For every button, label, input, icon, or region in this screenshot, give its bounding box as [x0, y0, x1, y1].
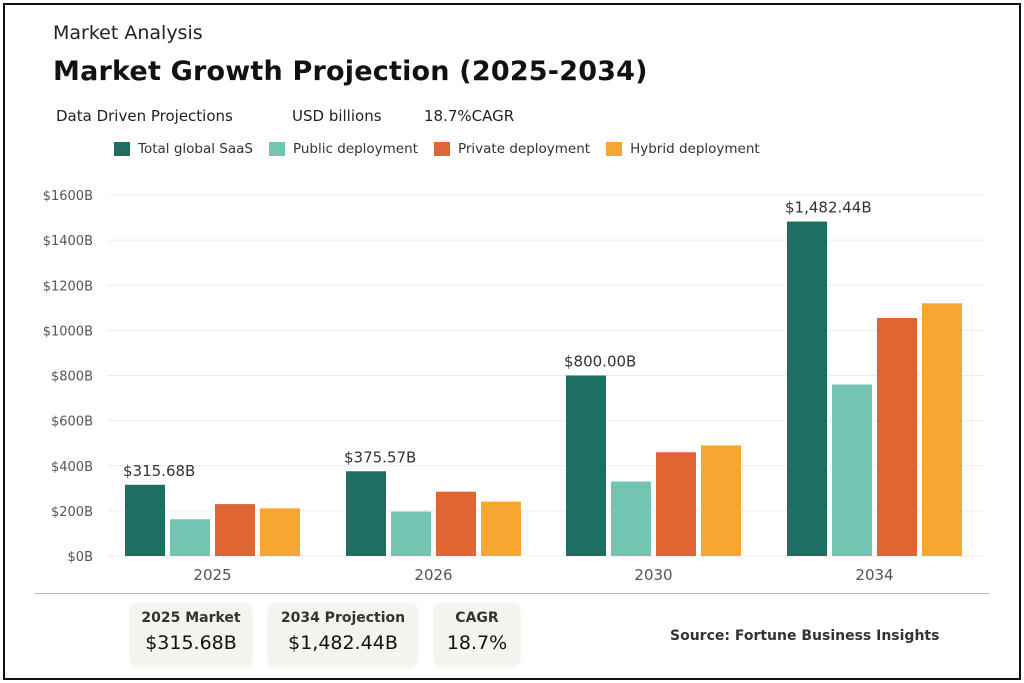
- source-text: Source: Fortune Business Insights: [670, 628, 940, 644]
- y-tick-label: $1400B: [43, 234, 93, 249]
- bar: [481, 501, 521, 556]
- card-value-2025-market: $315.68B: [145, 632, 237, 654]
- legend: Total global SaaS Public deployment Priv…: [114, 141, 760, 157]
- y-tick-label: $1600B: [43, 189, 93, 204]
- legend-swatch-public: [268, 142, 285, 156]
- meta-cagr: 18.7%CAGR: [424, 107, 515, 125]
- legend-label-public: Public deployment: [292, 141, 418, 157]
- data-label: $800.00B: [564, 353, 636, 371]
- legend-swatch-private: [433, 142, 450, 156]
- bar: [391, 511, 431, 556]
- bar-chart: $0B $200B $400B $600B $800B $1000B $1200B $1400…: [43, 189, 985, 584]
- eyebrow-text: Market Analysis: [53, 22, 203, 44]
- x-tick-label: 2025: [193, 566, 231, 584]
- y-tick-label: $1200B: [43, 279, 93, 294]
- bar: [787, 221, 827, 556]
- chart-frame: [3, 3, 1021, 680]
- y-tick-label: $800B: [51, 370, 93, 385]
- data-label: $315.68B: [123, 462, 195, 480]
- legend-item-public: Public deployment: [268, 141, 418, 157]
- data-label: $375.57B: [344, 448, 416, 466]
- x-tick-label: 2026: [414, 566, 452, 584]
- bar: [611, 481, 651, 556]
- divider: [34, 593, 990, 594]
- x-tick-label: 2034: [855, 566, 893, 584]
- bar: [877, 317, 917, 556]
- card-2034-projection: 2034 Projection $1,482.44B: [268, 603, 418, 667]
- bar: [701, 445, 741, 556]
- legend-swatch-total: [114, 142, 130, 156]
- meta-projections: Data Driven Projections: [56, 107, 233, 125]
- bar: [170, 519, 210, 556]
- bar: [922, 303, 962, 556]
- card-label-cagr: CAGR: [455, 610, 499, 626]
- legend-label-hybrid: Hybrid deployment: [630, 141, 760, 157]
- y-tick-label: $400B: [51, 460, 93, 475]
- bar: [125, 484, 165, 556]
- chart-title: Market Growth Projection (2025-2034): [53, 56, 648, 87]
- bar: [346, 471, 386, 556]
- card-2025-market: 2025 Market $315.68B: [130, 603, 252, 667]
- card-value-2034-projection: $1,482.44B: [288, 632, 398, 654]
- card-value-cagr: 18.7%: [446, 632, 508, 654]
- legend-label-total: Total global SaaS: [138, 141, 253, 157]
- bar: [260, 508, 300, 556]
- x-tick-label: 2030: [634, 566, 672, 584]
- bar: [566, 375, 606, 556]
- legend-item-private: Private deployment: [433, 141, 591, 157]
- legend-item-total: Total global SaaS: [114, 141, 253, 157]
- legend-label-private: Private deployment: [457, 141, 591, 157]
- bar: [215, 504, 255, 556]
- bar: [436, 491, 476, 556]
- card-label-2025-market: 2025 Market: [141, 610, 241, 626]
- meta-units: USD billions: [292, 107, 382, 125]
- data-label: $1,482.44B: [785, 199, 872, 217]
- y-tick-label: $1000B: [43, 324, 93, 339]
- y-tick-label: $600B: [51, 415, 93, 430]
- bar: [656, 452, 696, 556]
- bar: [832, 384, 872, 556]
- legend-swatch-hybrid: [606, 142, 623, 156]
- legend-item-hybrid: Hybrid deployment: [606, 141, 760, 157]
- y-tick-label: $0B: [68, 550, 93, 565]
- card-cagr: CAGR 18.7%: [434, 603, 520, 667]
- y-tick-label: $200B: [51, 505, 93, 520]
- card-label-2034-projection: 2034 Projection: [280, 610, 406, 626]
